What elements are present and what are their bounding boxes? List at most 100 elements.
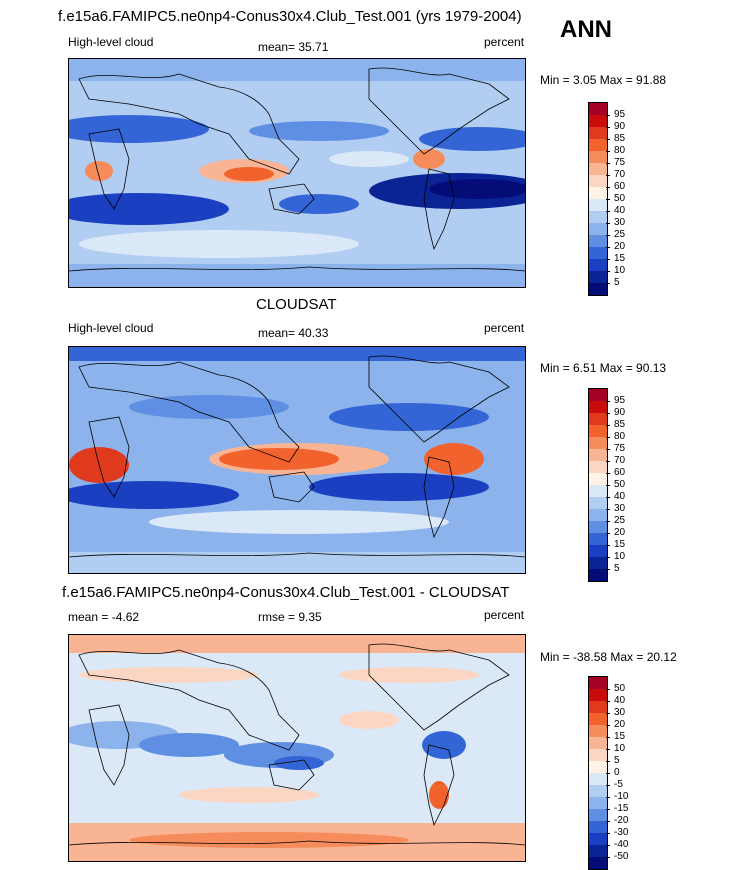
colorbar-swatch [589,151,607,163]
colorbar-swatch [589,545,607,557]
colorbar-tick-label: 80 [614,145,626,156]
colorbar-tick-label: 40 [614,695,626,706]
colorbar-tick-mark [606,821,610,822]
colorbar-tick-mark [606,569,610,570]
colorbar-tick-label: 85 [614,133,626,144]
panel-1-variable-label: High-level cloud [68,35,154,49]
colorbar-swatch [589,857,607,869]
panel-3-rmse-label: rmse = 9.35 [258,610,322,624]
colorbar-swatch [589,211,607,223]
colorbar-tick-mark [606,401,610,402]
colorbar-tick-label: 25 [614,515,626,526]
colorbar-tick-mark [606,115,610,116]
colorbar-tick-mark [606,761,610,762]
panel-2-minmax-label: Min = 6.51 Max = 90.13 [540,361,667,375]
panel-2-map [68,346,526,574]
colorbar-tick-mark [606,413,610,414]
colorbar-swatch [589,725,607,737]
colorbar-tick-label: 15 [614,731,626,742]
panel-3-minmax-label: Min = -38.58 Max = 20.12 [540,650,677,664]
season-label: ANN [560,16,612,43]
colorbar-tick-mark [606,533,610,534]
colorbar-tick-label: 5 [614,277,620,288]
colorbar-tick-mark [606,187,610,188]
colorbar-swatch [589,749,607,761]
colorbar-tick-mark [606,449,610,450]
colorbar-tick-label: 70 [614,455,626,466]
panel-1-title: f.e15a6.FAMIPC5.ne0np4-Conus30x4.Club_Te… [58,8,522,25]
colorbar-tick-mark [606,235,610,236]
colorbar-tick-label: -15 [614,803,629,814]
colorbar-tick-label: 75 [614,157,626,168]
colorbar-tick-label: 70 [614,169,626,180]
colorbar-tick-mark [606,797,610,798]
colorbar-tick-mark [606,211,610,212]
colorbar-tick-mark [606,175,610,176]
colorbar-swatch [589,737,607,749]
colorbar-swatch [589,259,607,271]
colorbar-swatch [589,701,607,713]
colorbar-tick-mark [606,485,610,486]
colorbar-tick-mark [606,283,610,284]
colorbar-tick-mark [606,725,610,726]
colorbar-tick-label: 85 [614,419,626,430]
colorbar-tick-mark [606,689,610,690]
colorbar-tick-mark [606,497,610,498]
colorbar-tick-label: 20 [614,719,626,730]
panel-1-minmax-label: Min = 3.05 Max = 91.88 [540,73,667,87]
colorbar-tick-mark [606,259,610,260]
colorbar-tick-mark [606,271,610,272]
colorbar-swatch [589,425,607,437]
panel-3-map [68,634,526,862]
colorbar-tick-label: 15 [614,253,626,264]
colorbar-tick-mark [606,425,610,426]
colorbar-swatch [589,199,607,211]
colorbar-swatch [589,449,607,461]
colorbar-tick-mark [606,223,610,224]
colorbar-tick-label: 10 [614,265,626,276]
colorbar-tick-label: 20 [614,527,626,538]
colorbar-swatch [589,223,607,235]
colorbar-tick-mark [606,545,610,546]
colorbar-tick-label: 0 [614,767,620,778]
colorbar-swatch [589,127,607,139]
colorbar-swatch [589,235,607,247]
colorbar-swatch [589,689,607,701]
colorbar-tick-label: 20 [614,241,626,252]
colorbar-swatch [589,247,607,259]
colorbar-swatch [589,809,607,821]
colorbar-tick-mark [606,437,610,438]
colorbar-tick-label: -5 [614,779,623,790]
colorbar-swatch [589,175,607,187]
colorbar-swatch [589,437,607,449]
colorbar-swatch [589,401,607,413]
colorbar-tick-label: 80 [614,431,626,442]
colorbar-swatch [589,833,607,845]
colorbar-tick-label: 95 [614,109,626,120]
colorbar-swatch [589,163,607,175]
panel-2-mean-label: mean= 40.33 [258,326,329,340]
colorbar-tick-label: 90 [614,407,626,418]
colorbar-tick-mark [606,773,610,774]
colorbar-tick-label: 90 [614,121,626,132]
colorbar-tick-mark [606,845,610,846]
colorbar-tick-label: -40 [614,839,629,850]
colorbar-swatch [589,569,607,581]
colorbar-swatch [589,187,607,199]
panel-3-mean-label: mean = -4.62 [68,610,140,624]
colorbar-tick-mark [606,163,610,164]
colorbar-swatch [589,773,607,785]
colorbar-tick-mark [606,199,610,200]
colorbar-swatch [589,485,607,497]
colorbar-tick-mark [606,737,610,738]
colorbar-tick-mark [606,785,610,786]
colorbar-tick-label: 50 [614,683,626,694]
colorbar-tick-label: 40 [614,491,626,502]
colorbar-swatch [589,413,607,425]
colorbar-tick-mark [606,833,610,834]
colorbar-swatch [589,797,607,809]
colorbar-swatch [589,713,607,725]
colorbar-tick-mark [606,461,610,462]
colorbar-tick-label: 30 [614,217,626,228]
colorbar-tick-label: -10 [614,791,629,802]
